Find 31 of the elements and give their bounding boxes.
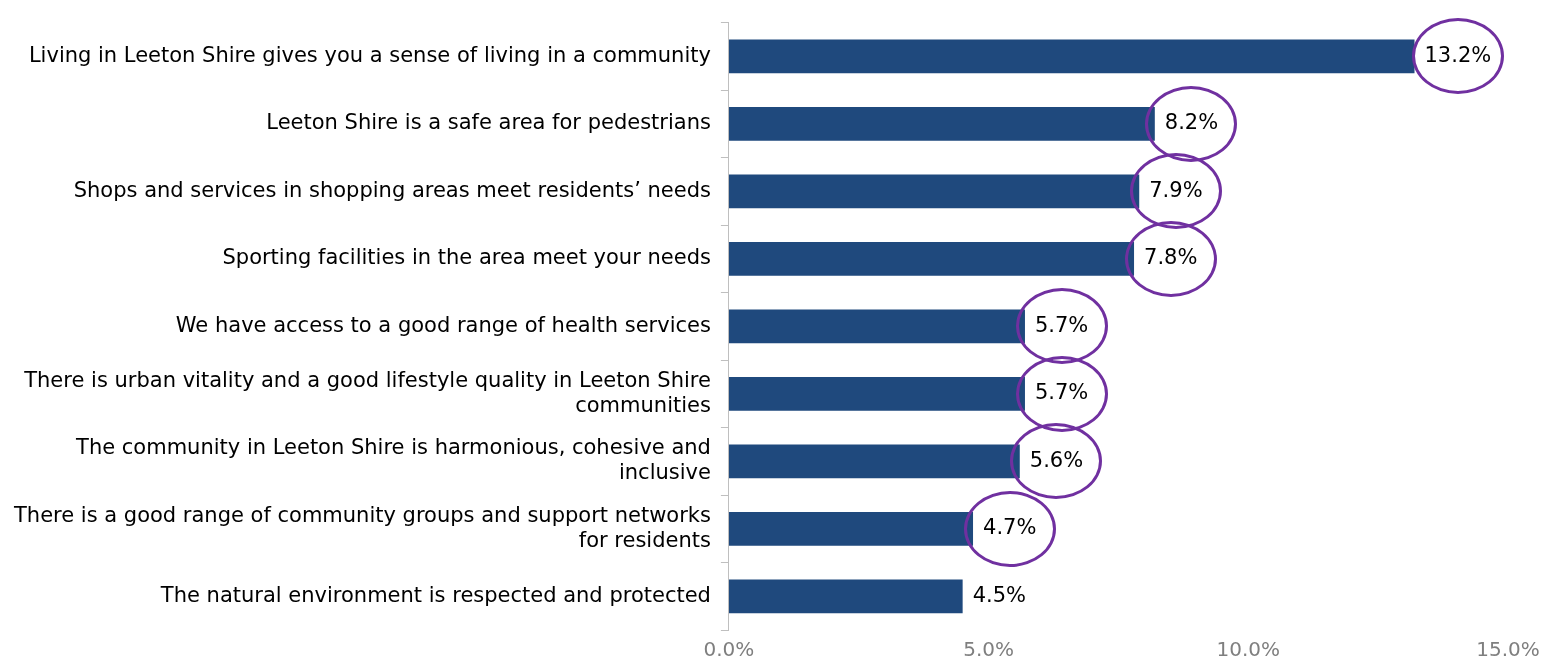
data-label: 8.2% bbox=[1164, 110, 1219, 135]
x-tick-label: 5.0% bbox=[963, 637, 1015, 662]
y-tick-label: There is urban vitality and a good lifestyle quality in Leeton Shire communities bbox=[23, 367, 711, 417]
data-label: 13.2% bbox=[1424, 42, 1492, 67]
y-tick-label: We have access to a good range of health services bbox=[175, 312, 711, 337]
bar bbox=[728, 376, 1025, 411]
y-tick-label: There is a good range of community groups and support networks for residents bbox=[13, 502, 711, 552]
y-tick-label: Living in Leeton Shire gives you a sense of living in a community bbox=[28, 42, 711, 67]
bar bbox=[728, 579, 963, 614]
data-label: 5.7% bbox=[1034, 312, 1089, 337]
data-label: 5.6% bbox=[1029, 447, 1084, 472]
data-label: 5.7% bbox=[1034, 380, 1089, 405]
x-tick-label: 0.0% bbox=[703, 637, 755, 662]
y-tick-label: Leeton Shire is a safe area for pedestrians bbox=[266, 110, 711, 135]
bar bbox=[728, 174, 1140, 209]
x-tick-label: 10.0% bbox=[1216, 637, 1281, 662]
y-tick-label: Sporting facilities in the area meet your needs bbox=[222, 245, 711, 270]
y-tick-label: Shops and services in shopping areas meet residents’ needs bbox=[73, 177, 711, 202]
bar bbox=[728, 511, 974, 546]
y-tick-label: The natural environment is respected and protected bbox=[159, 582, 711, 607]
data-label: 4.5% bbox=[972, 582, 1026, 607]
data-label: 7.8% bbox=[1144, 245, 1198, 270]
y-tick-label: The community in Leeton Shire is harmonious, cohesive and inclusive bbox=[75, 435, 711, 485]
bar bbox=[728, 106, 1155, 141]
bar bbox=[728, 444, 1020, 479]
data-label: 4.7% bbox=[983, 515, 1037, 540]
x-tick-label: 15.0% bbox=[1476, 637, 1540, 662]
bar bbox=[728, 241, 1135, 276]
bar bbox=[728, 39, 1415, 74]
data-label: 7.9% bbox=[1149, 177, 1203, 202]
bar bbox=[728, 309, 1025, 344]
